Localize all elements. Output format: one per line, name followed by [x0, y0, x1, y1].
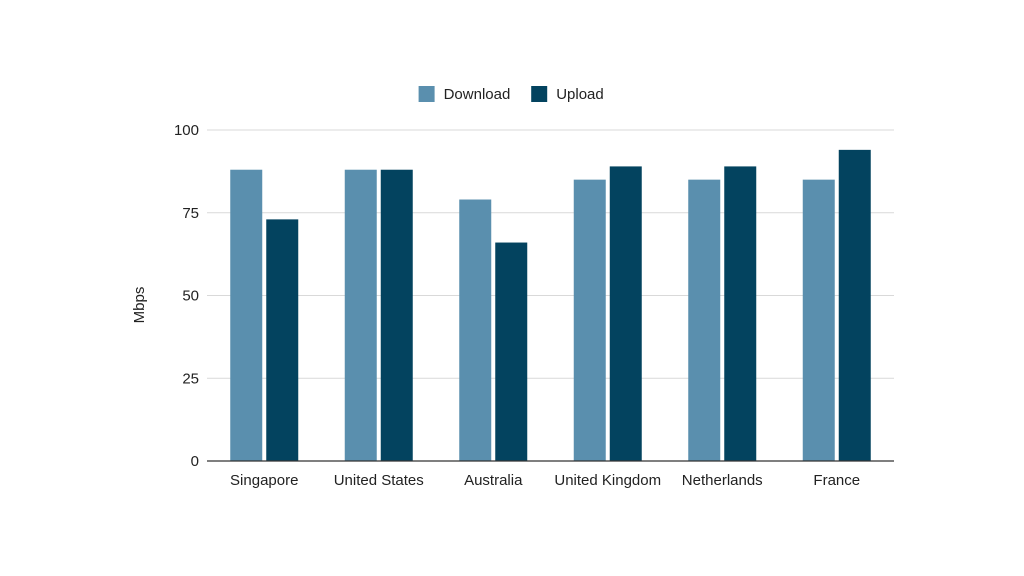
bar-upload-netherlands: [724, 166, 757, 461]
bar-download-singapore: [230, 169, 263, 461]
y-tick-label: 100: [174, 122, 199, 139]
bar-download-united-states: [344, 169, 377, 461]
x-tick-label: United Kingdom: [554, 472, 661, 489]
y-tick-label: 25: [182, 370, 199, 387]
legend-swatch: [418, 86, 435, 102]
bar-download-netherlands: [688, 179, 721, 461]
legend-swatch: [531, 86, 548, 102]
x-tick-label: France: [813, 472, 860, 489]
legend: Download Upload: [418, 86, 604, 103]
gridlines: [207, 129, 894, 379]
y-axis-title: Mbps: [131, 287, 148, 324]
x-tick-label: Netherlands: [682, 472, 763, 489]
legend-label: Upload: [556, 86, 604, 103]
bar-download-united-kingdom: [573, 179, 606, 461]
bar-upload-australia: [495, 242, 528, 461]
bar-download-australia: [459, 199, 492, 461]
bar-upload-france: [838, 149, 871, 462]
x-tick-label: Singapore: [230, 472, 298, 489]
x-tick-label: United States: [334, 472, 424, 489]
legend-item-upload: Upload: [531, 86, 604, 103]
bar-upload-united-states: [380, 169, 413, 461]
axes: 0 25 50 75 100 Singapore United States Australi…: [174, 122, 894, 489]
bar-upload-singapore: [266, 219, 299, 461]
bar-upload-united-kingdom: [609, 166, 642, 461]
y-tick-label: 75: [182, 205, 199, 222]
y-tick-label: 50: [182, 288, 199, 305]
legend-label: Download: [444, 86, 511, 103]
bars: [230, 149, 871, 462]
legend-item-download: Download: [418, 86, 511, 103]
y-tick-label: 0: [191, 453, 199, 470]
x-tick-label: Australia: [464, 472, 523, 489]
bar-download-france: [802, 179, 835, 461]
